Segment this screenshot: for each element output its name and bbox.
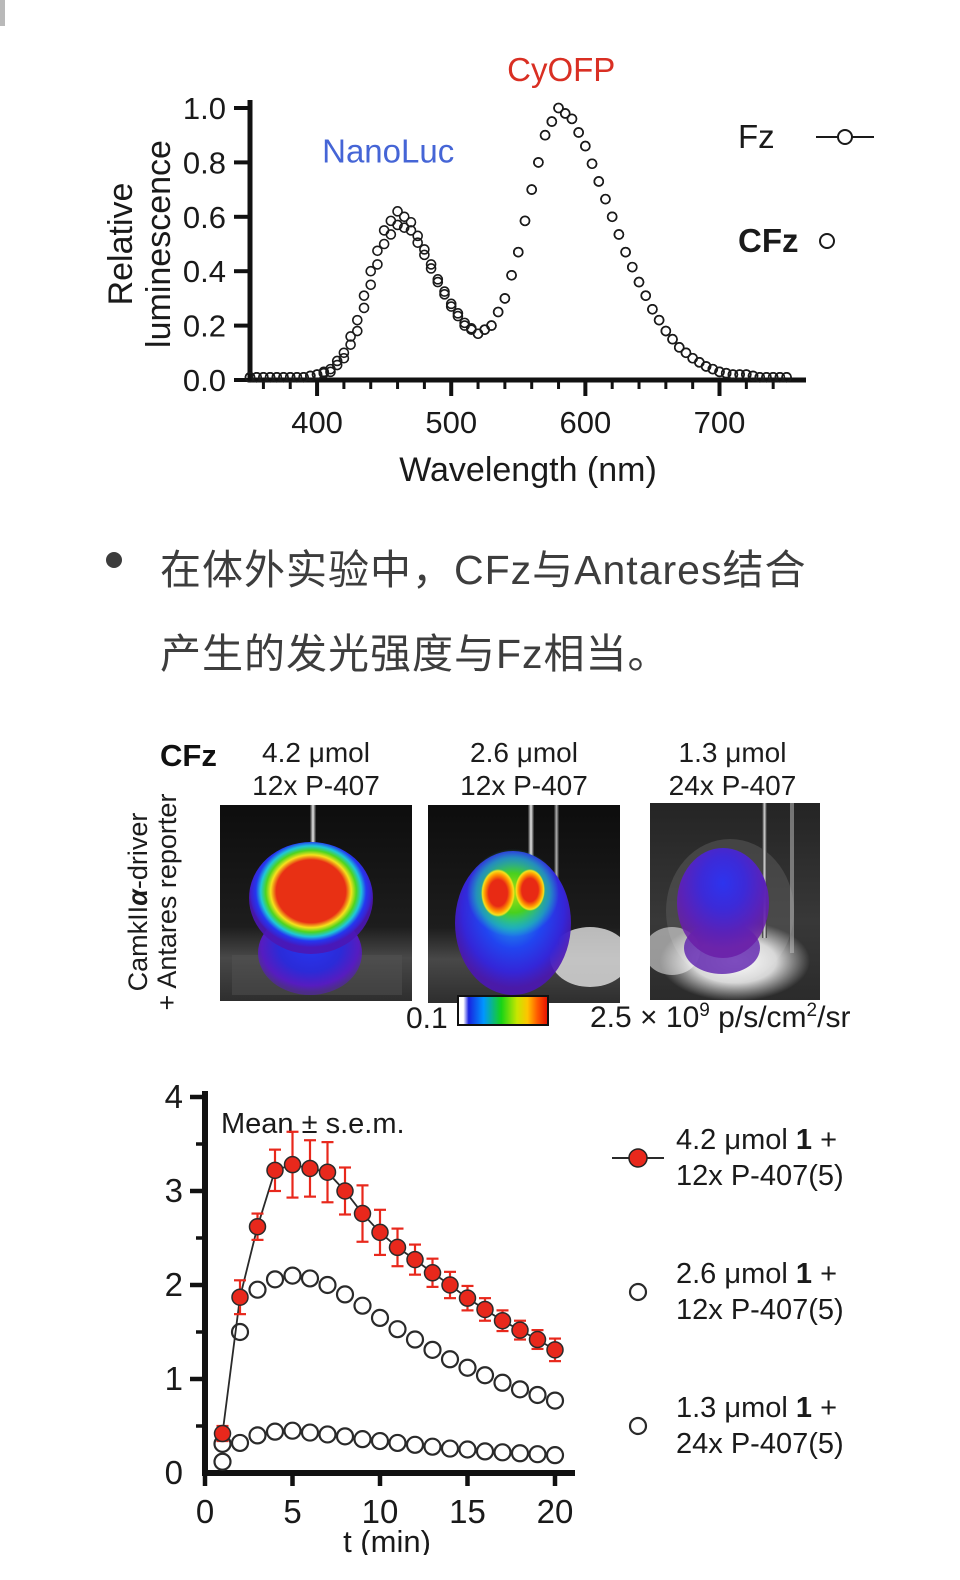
mouse2-rod (554, 805, 559, 945)
dose-3: 1.3 μmol (678, 737, 787, 768)
kinetics-legend-item-1: 4.2 μmol 1 + 12x P-407(5) (612, 1122, 844, 1194)
bullet-point-icon (106, 552, 122, 568)
svg-text:0: 0 (196, 1493, 214, 1530)
legend-label-fz: Fz (738, 118, 775, 155)
svg-text:Relative: Relative (102, 183, 140, 306)
legend-item-fz: Fz (738, 118, 876, 156)
kinetics-legend-item-2: 2.6 μmol 1 + 12x P-407(5) (612, 1256, 844, 1328)
svg-text:0.6: 0.6 (183, 200, 226, 235)
svg-text:20: 20 (537, 1493, 574, 1530)
svg-text:0: 0 (165, 1454, 183, 1491)
annotation-NanoLuc: NanoLuc (322, 132, 454, 169)
dose-header-2: 2.6 μmol 12x P-407 (428, 736, 620, 802)
kinetics-chart: 0 1 2 3 4 0 5 10 15 20 Mean ± s.e.m. t (min) (165, 1078, 575, 1555)
svg-text:1: 1 (165, 1360, 183, 1397)
svg-text:2: 2 (165, 1266, 183, 1303)
mouse2-red-lobe-left (481, 869, 515, 917)
dose-header-1: 4.2 μmol 12x P-407 (220, 736, 412, 802)
spectrum-xlabel: Wavelength (nm) (399, 451, 657, 489)
svg-text:0.0: 0.0 (183, 363, 226, 398)
open-circle-marker-icon (628, 1416, 648, 1436)
svg-text:10: 10 (362, 1493, 399, 1530)
kinetics-legend-item-3: 1.3 μmol 1 + 24x P-407(5) (612, 1390, 844, 1462)
cfz-open-circle-marker-icon (819, 233, 835, 249)
invivo-side-label: CamkIIα-driver + Antares reporter (123, 793, 182, 1011)
formulation-2: 12x P-407 (460, 770, 588, 801)
legend-item-cfz: CFz (738, 222, 840, 260)
scan-artifact-mark (0, 0, 5, 26)
svg-text:0.8: 0.8 (183, 145, 226, 180)
annotation-CyOFP: CyOFP (507, 51, 615, 88)
svg-text:15: 15 (449, 1493, 486, 1530)
mouse2-red-lobe-right (515, 869, 545, 911)
legend-label-cfz: CFz (738, 222, 799, 259)
svg-text:400: 400 (291, 405, 343, 440)
mouse2-nose-cone-tube (528, 805, 534, 877)
kinetics-axes (190, 1091, 575, 1486)
svg-text:4: 4 (165, 1078, 183, 1115)
formulation-1: 12x P-407 (252, 770, 380, 801)
spectrum-axes (234, 100, 806, 396)
dose-1: 4.2 μmol (262, 737, 370, 768)
kinetics-series-1 (213, 1130, 564, 1443)
svg-text:1.0: 1.0 (183, 91, 226, 126)
invivo-row-label: CFz (160, 738, 217, 773)
colorbar-max-label: 2.5 × 109 p/s/cm2/sr (590, 1000, 851, 1034)
filled-red-circle-line-marker-icon (612, 1148, 664, 1168)
mouse-image-4.2umol (220, 805, 412, 1001)
svg-text:500: 500 (425, 405, 477, 440)
spectrum-tick-labels: 400 500 600 700 0.0 0.2 0.4 0.6 0.8 1.0 (183, 91, 745, 440)
svg-text:0.4: 0.4 (183, 254, 226, 289)
svg-text:luminescence: luminescence (140, 140, 178, 348)
svg-text:0.2: 0.2 (183, 309, 226, 344)
note-text-line2: 产生的发光强度与Fz相当。 (160, 631, 670, 677)
kinetics-series-3 (213, 1421, 565, 1471)
kinetics-series-2 (213, 1266, 565, 1453)
spectrum-series-CFz (244, 102, 792, 383)
spectrum-chart: 400 500 600 700 0.0 0.2 0.4 0.6 0.8 1.0 NanoLuc CyO… (102, 51, 806, 489)
mouse-image-1.3umol (650, 803, 820, 1000)
mouse3-heat-blob (677, 848, 769, 958)
svg-text:5: 5 (283, 1493, 301, 1530)
mouse1-heat-blob (249, 842, 373, 954)
mouse-image-2.6umol (428, 805, 620, 1003)
dose-2: 2.6 μmol (470, 737, 578, 768)
kinetics-tick-labels: 0 1 2 3 4 0 5 10 15 20 (165, 1078, 574, 1530)
note-text-line1: 在体外实验中，CFz与Antares结合 (160, 547, 807, 593)
open-circle-marker-icon (628, 1282, 648, 1302)
mouse3-rod-right (790, 803, 794, 953)
formulation-3: 24x P-407 (668, 770, 797, 801)
svg-text:700: 700 (694, 405, 746, 440)
kinetics-xlabel: t (min) (343, 1524, 431, 1555)
kinetics-annotation: Mean ± s.e.m. (221, 1108, 405, 1140)
svg-text:3: 3 (165, 1172, 183, 1209)
fz-line-circle-marker-icon (816, 129, 874, 145)
spectrum-ylabel: Relative luminescence (102, 140, 178, 348)
dose-header-3: 1.3 μmol 24x P-407 (640, 736, 825, 802)
colorbar-min-label: 0.1 (406, 1002, 448, 1035)
colorbar-gradient (457, 995, 549, 1026)
svg-text:600: 600 (559, 405, 611, 440)
mouse3-rod-left (762, 803, 767, 938)
